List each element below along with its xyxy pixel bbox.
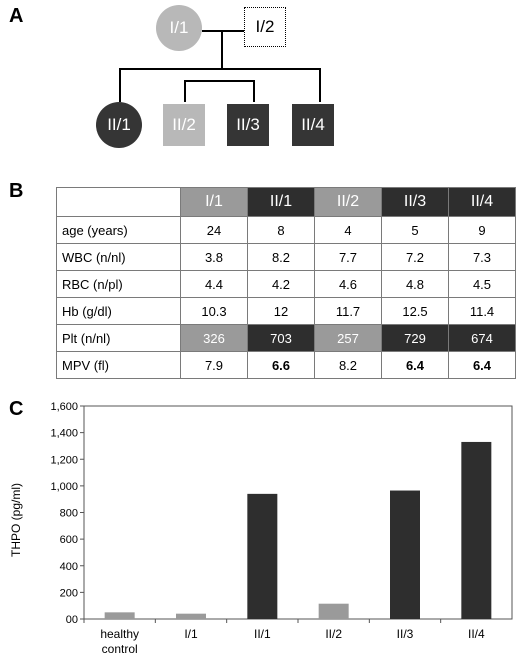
row-label: RBC (n/pl) bbox=[56, 270, 181, 298]
x-tick-label: II/4 bbox=[468, 627, 485, 641]
blood-count-table-wrap: I/1 II/1 II/2 II/3 II/4 age (years) 24 8… bbox=[56, 187, 516, 379]
table-row: age (years) 24 8 4 5 9 bbox=[56, 216, 516, 244]
y-tick-label: 00 bbox=[66, 614, 78, 626]
column-header: I/1 bbox=[180, 187, 248, 217]
y-tick-label: 1,000 bbox=[50, 481, 78, 493]
pedigree-II4-male: II/4 bbox=[292, 104, 334, 146]
table-row: RBC (n/pl) 4.4 4.2 4.6 4.8 4.5 bbox=[56, 270, 516, 298]
row-label: Hb (g/dl) bbox=[56, 297, 181, 325]
x-tick-label: healthy control bbox=[100, 627, 139, 656]
table-cell: 4.4 bbox=[180, 270, 248, 298]
table-row: WBC (n/nl) 3.8 8.2 7.7 7.2 7.3 bbox=[56, 243, 516, 271]
table-corner bbox=[56, 187, 181, 217]
descent-line bbox=[221, 30, 223, 68]
pedigree-I2-male: I/2 bbox=[244, 7, 286, 47]
bar bbox=[461, 441, 492, 619]
table-cell: 8.2 bbox=[247, 243, 315, 271]
pedigree-II1-female: II/1 bbox=[96, 102, 142, 148]
plot-area-frame bbox=[83, 405, 513, 620]
pedigree: A I/1 I/2 II/1 II/2 II/3 II/4 bbox=[0, 0, 520, 170]
table-cell: 7.2 bbox=[381, 243, 449, 271]
y-tick-label: 1,400 bbox=[50, 428, 78, 440]
x-tick-label: II/2 bbox=[325, 627, 342, 641]
y-tick-label: 800 bbox=[60, 508, 78, 520]
child-line-4 bbox=[319, 68, 321, 102]
column-header: II/4 bbox=[448, 187, 516, 217]
table-cell: 674 bbox=[448, 324, 516, 352]
blood-count-table: I/1 II/1 II/2 II/3 II/4 age (years) 24 8… bbox=[56, 187, 516, 379]
x-tick-label: I/1 bbox=[184, 627, 198, 641]
table-cell: 7.7 bbox=[314, 243, 382, 271]
table-cell: 12 bbox=[247, 297, 315, 325]
pedigree-I1-female: I/1 bbox=[156, 5, 202, 51]
y-tick-label: 1,600 bbox=[50, 401, 78, 413]
table-cell: 326 bbox=[180, 324, 248, 352]
table-row: Hb (g/dl) 10.3 12 11.7 12.5 11.4 bbox=[56, 297, 516, 325]
table-cell: 4.5 bbox=[448, 270, 516, 298]
row-label: WBC (n/nl) bbox=[56, 243, 181, 271]
column-header: II/2 bbox=[314, 187, 382, 217]
sibship-line bbox=[119, 68, 320, 70]
panel-label-a: A bbox=[9, 5, 24, 27]
table-cell: 7.9 bbox=[180, 351, 248, 379]
table-cell: 11.4 bbox=[448, 297, 516, 325]
bar bbox=[390, 490, 420, 619]
table-header-row: I/1 II/1 II/2 II/3 II/4 bbox=[56, 187, 516, 217]
y-axis-label: THPO (pg/ml) bbox=[9, 483, 23, 557]
bar bbox=[176, 613, 206, 619]
row-label: age (years) bbox=[56, 216, 181, 244]
y-tick-label: 1,200 bbox=[50, 454, 78, 466]
panel-label-b: B bbox=[9, 180, 24, 202]
y-tick-label: 200 bbox=[60, 587, 78, 599]
table-cell: 257 bbox=[314, 324, 382, 352]
pedigree-II2-male: II/2 bbox=[163, 104, 205, 146]
panel-label-c: C bbox=[9, 398, 24, 420]
table-cell: 703 bbox=[247, 324, 315, 352]
table-cell: 11.7 bbox=[314, 297, 382, 325]
table-cell: 6.6 bbox=[247, 351, 315, 379]
table-cell: 8 bbox=[247, 216, 315, 244]
pedigree-II3-male: II/3 bbox=[227, 104, 269, 146]
row-label: MPV (fl) bbox=[56, 351, 181, 379]
table-row: Plt (n/nl) 326 703 257 729 674 bbox=[56, 324, 516, 352]
table-row: MPV (fl) 7.9 6.6 8.2 6.4 6.4 bbox=[56, 351, 516, 379]
table-cell: 9 bbox=[448, 216, 516, 244]
thpo-bar-chart: 00 200 400 600 800 1,000 1,200 1,400 1,600 healt… bbox=[9, 401, 513, 656]
table-cell: 7.3 bbox=[448, 243, 516, 271]
row-label: Plt (n/nl) bbox=[56, 324, 181, 352]
bar bbox=[318, 603, 349, 619]
y-tick-label: 600 bbox=[60, 534, 78, 546]
table-cell: 4.2 bbox=[247, 270, 315, 298]
bar bbox=[104, 612, 135, 619]
table-cell: 6.4 bbox=[448, 351, 516, 379]
table-cell: 8.2 bbox=[314, 351, 382, 379]
y-tick-label: 400 bbox=[60, 561, 78, 573]
table-cell: 3.8 bbox=[180, 243, 248, 271]
child-line-2 bbox=[184, 80, 186, 102]
bar bbox=[247, 493, 278, 619]
column-header: II/3 bbox=[381, 187, 449, 217]
table-cell: 6.4 bbox=[381, 351, 449, 379]
table-cell: 4 bbox=[314, 216, 382, 244]
x-tick-label: II/1 bbox=[254, 627, 271, 641]
child-line-1 bbox=[119, 68, 121, 102]
x-tick-label: II/3 bbox=[397, 627, 414, 641]
table-cell: 4.6 bbox=[314, 270, 382, 298]
child-line-3 bbox=[253, 80, 255, 102]
table-cell: 4.8 bbox=[381, 270, 449, 298]
column-header: II/1 bbox=[247, 187, 315, 217]
table-cell: 12.5 bbox=[381, 297, 449, 325]
child-connector bbox=[184, 80, 254, 82]
table-cell: 5 bbox=[381, 216, 449, 244]
table-cell: 10.3 bbox=[180, 297, 248, 325]
marriage-line bbox=[202, 30, 244, 32]
table-cell: 729 bbox=[381, 324, 449, 352]
table-cell: 24 bbox=[180, 216, 248, 244]
